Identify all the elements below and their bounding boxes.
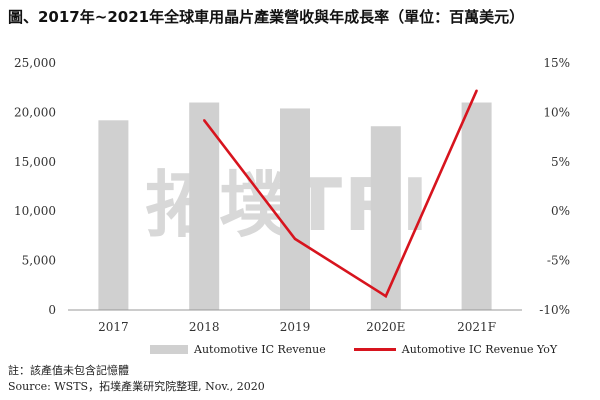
x-tick-label: 2019 — [280, 320, 311, 334]
revenue-bar-2020E — [370, 126, 401, 311]
x-tick-label: 2021F — [457, 320, 496, 334]
revenue-bar-2017 — [98, 120, 129, 310]
left-tick-label: 25,000 — [14, 56, 56, 70]
right-axis: -10% -5% 0% 5% 10% 15% — [539, 56, 570, 317]
legend-line-swatch — [353, 348, 396, 351]
source-note: Source: WSTS，拓墣產業研究院整理, Nov., 2020 — [8, 380, 265, 393]
left-axis: 0 5,000 10,000 15,000 20,000 25,000 — [14, 56, 56, 317]
right-tick-label: 0% — [551, 204, 570, 218]
left-tick-label: 20,000 — [14, 105, 56, 119]
right-tick-label: -10% — [539, 303, 570, 317]
right-tick-label: 15% — [543, 56, 570, 70]
revenue-bar-2019 — [280, 108, 310, 310]
right-tick-label: 10% — [543, 105, 570, 119]
legend-yoy-label: Automotive IC Revenue YoY — [401, 343, 558, 356]
legend-yoy: Automotive IC Revenue YoY — [353, 343, 558, 356]
x-tick-label: 2018 — [189, 320, 220, 334]
x-axis: 2017 2018 2019 2020E 2021F — [98, 320, 496, 334]
legend-revenue-label: Automotive IC Revenue — [194, 343, 326, 356]
revenue-bars — [98, 102, 492, 311]
chart-title: 圖、2017年~2021年全球車用晶片產業營收與年成長率（單位：百萬美元） — [8, 8, 525, 26]
footnote: 註：該產值未包含記憶體 — [8, 364, 129, 377]
left-tick-label: 5,000 — [22, 254, 56, 268]
left-tick-label: 15,000 — [14, 155, 56, 169]
revenue-bar-2021F — [461, 102, 492, 311]
yoy-line — [203, 90, 478, 299]
right-tick-label: -5% — [547, 254, 570, 268]
x-tick-label: 2020E — [366, 320, 405, 334]
x-tick-label: 2017 — [98, 320, 129, 334]
right-tick-label: 5% — [551, 155, 570, 169]
yoy-point-2020E — [384, 294, 387, 298]
legend-bar-swatch — [150, 345, 188, 354]
left-tick-label: 10,000 — [14, 204, 56, 218]
legend: Automotive IC Revenue Automotive IC Reve… — [150, 343, 557, 356]
yoy-point-2019 — [293, 237, 297, 241]
yoy-line-layer — [203, 89, 478, 299]
revenue-bar-2018 — [189, 102, 220, 311]
left-tick-label: 0 — [48, 303, 56, 317]
yoy-point-2021F — [475, 89, 478, 92]
yoy-point-2018 — [203, 119, 206, 122]
legend-revenue: Automotive IC Revenue — [150, 343, 326, 356]
